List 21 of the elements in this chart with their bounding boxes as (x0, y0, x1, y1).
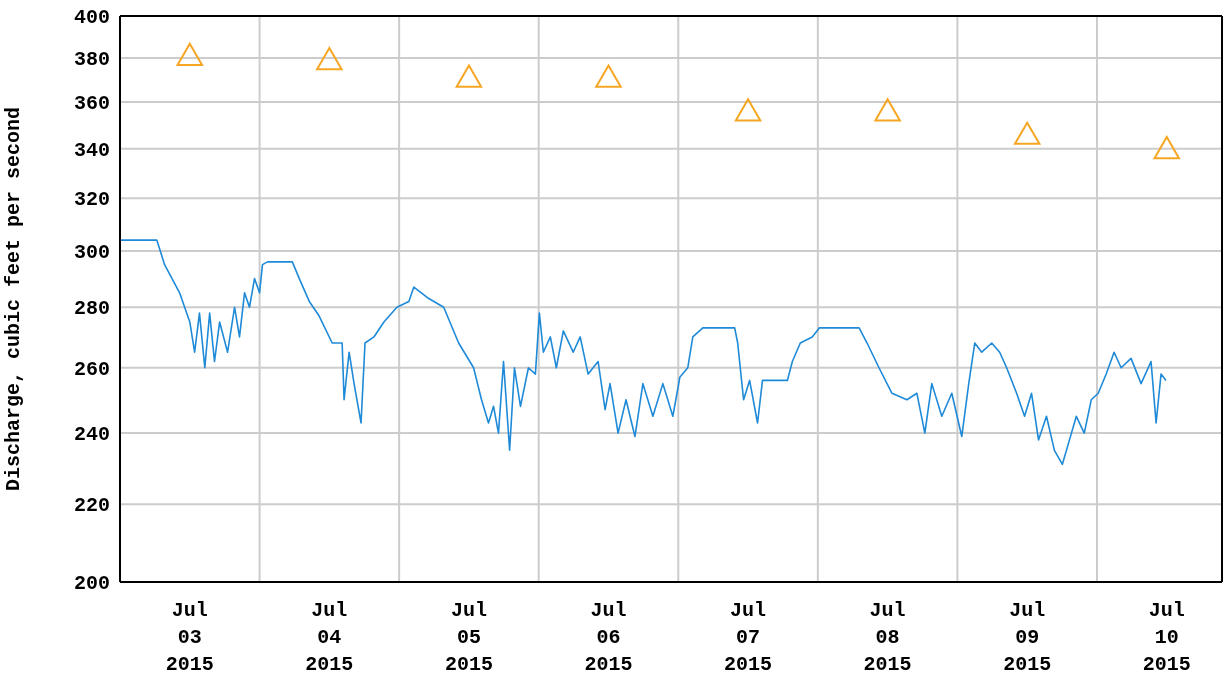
y-tick-label: 300 (73, 241, 110, 265)
x-tick-label: Jul 08 2015 (863, 599, 912, 676)
x-tick-label: Jul 06 2015 (584, 599, 633, 676)
line-series (120, 239, 1167, 466)
y-tick-label: 200 (73, 572, 110, 596)
x-tick-label: Jul 03 2015 (165, 599, 214, 676)
y-tick-label: 220 (73, 494, 110, 518)
x-tick-label: Jul 07 2015 (724, 599, 773, 676)
x-tick-label: Jul 09 2015 (1003, 599, 1052, 676)
y-tick-label: 260 (73, 357, 110, 381)
y-tick-label: 320 (73, 188, 110, 212)
x-tick-label: Jul 04 2015 (305, 599, 354, 676)
y-tick-label: 400 (73, 6, 110, 30)
y-tick-label: 280 (73, 297, 110, 321)
y-tick-label: 240 (73, 423, 110, 447)
x-tick-label: Jul 05 2015 (444, 599, 493, 676)
y-axis-title: Discharge, cubic feet per second (2, 106, 26, 492)
y-tick-label: 360 (73, 92, 110, 116)
y-tick-label: 340 (73, 138, 110, 162)
x-tick-label: Jul 10 2015 (1142, 599, 1191, 676)
y-tick-label: 380 (73, 47, 110, 71)
